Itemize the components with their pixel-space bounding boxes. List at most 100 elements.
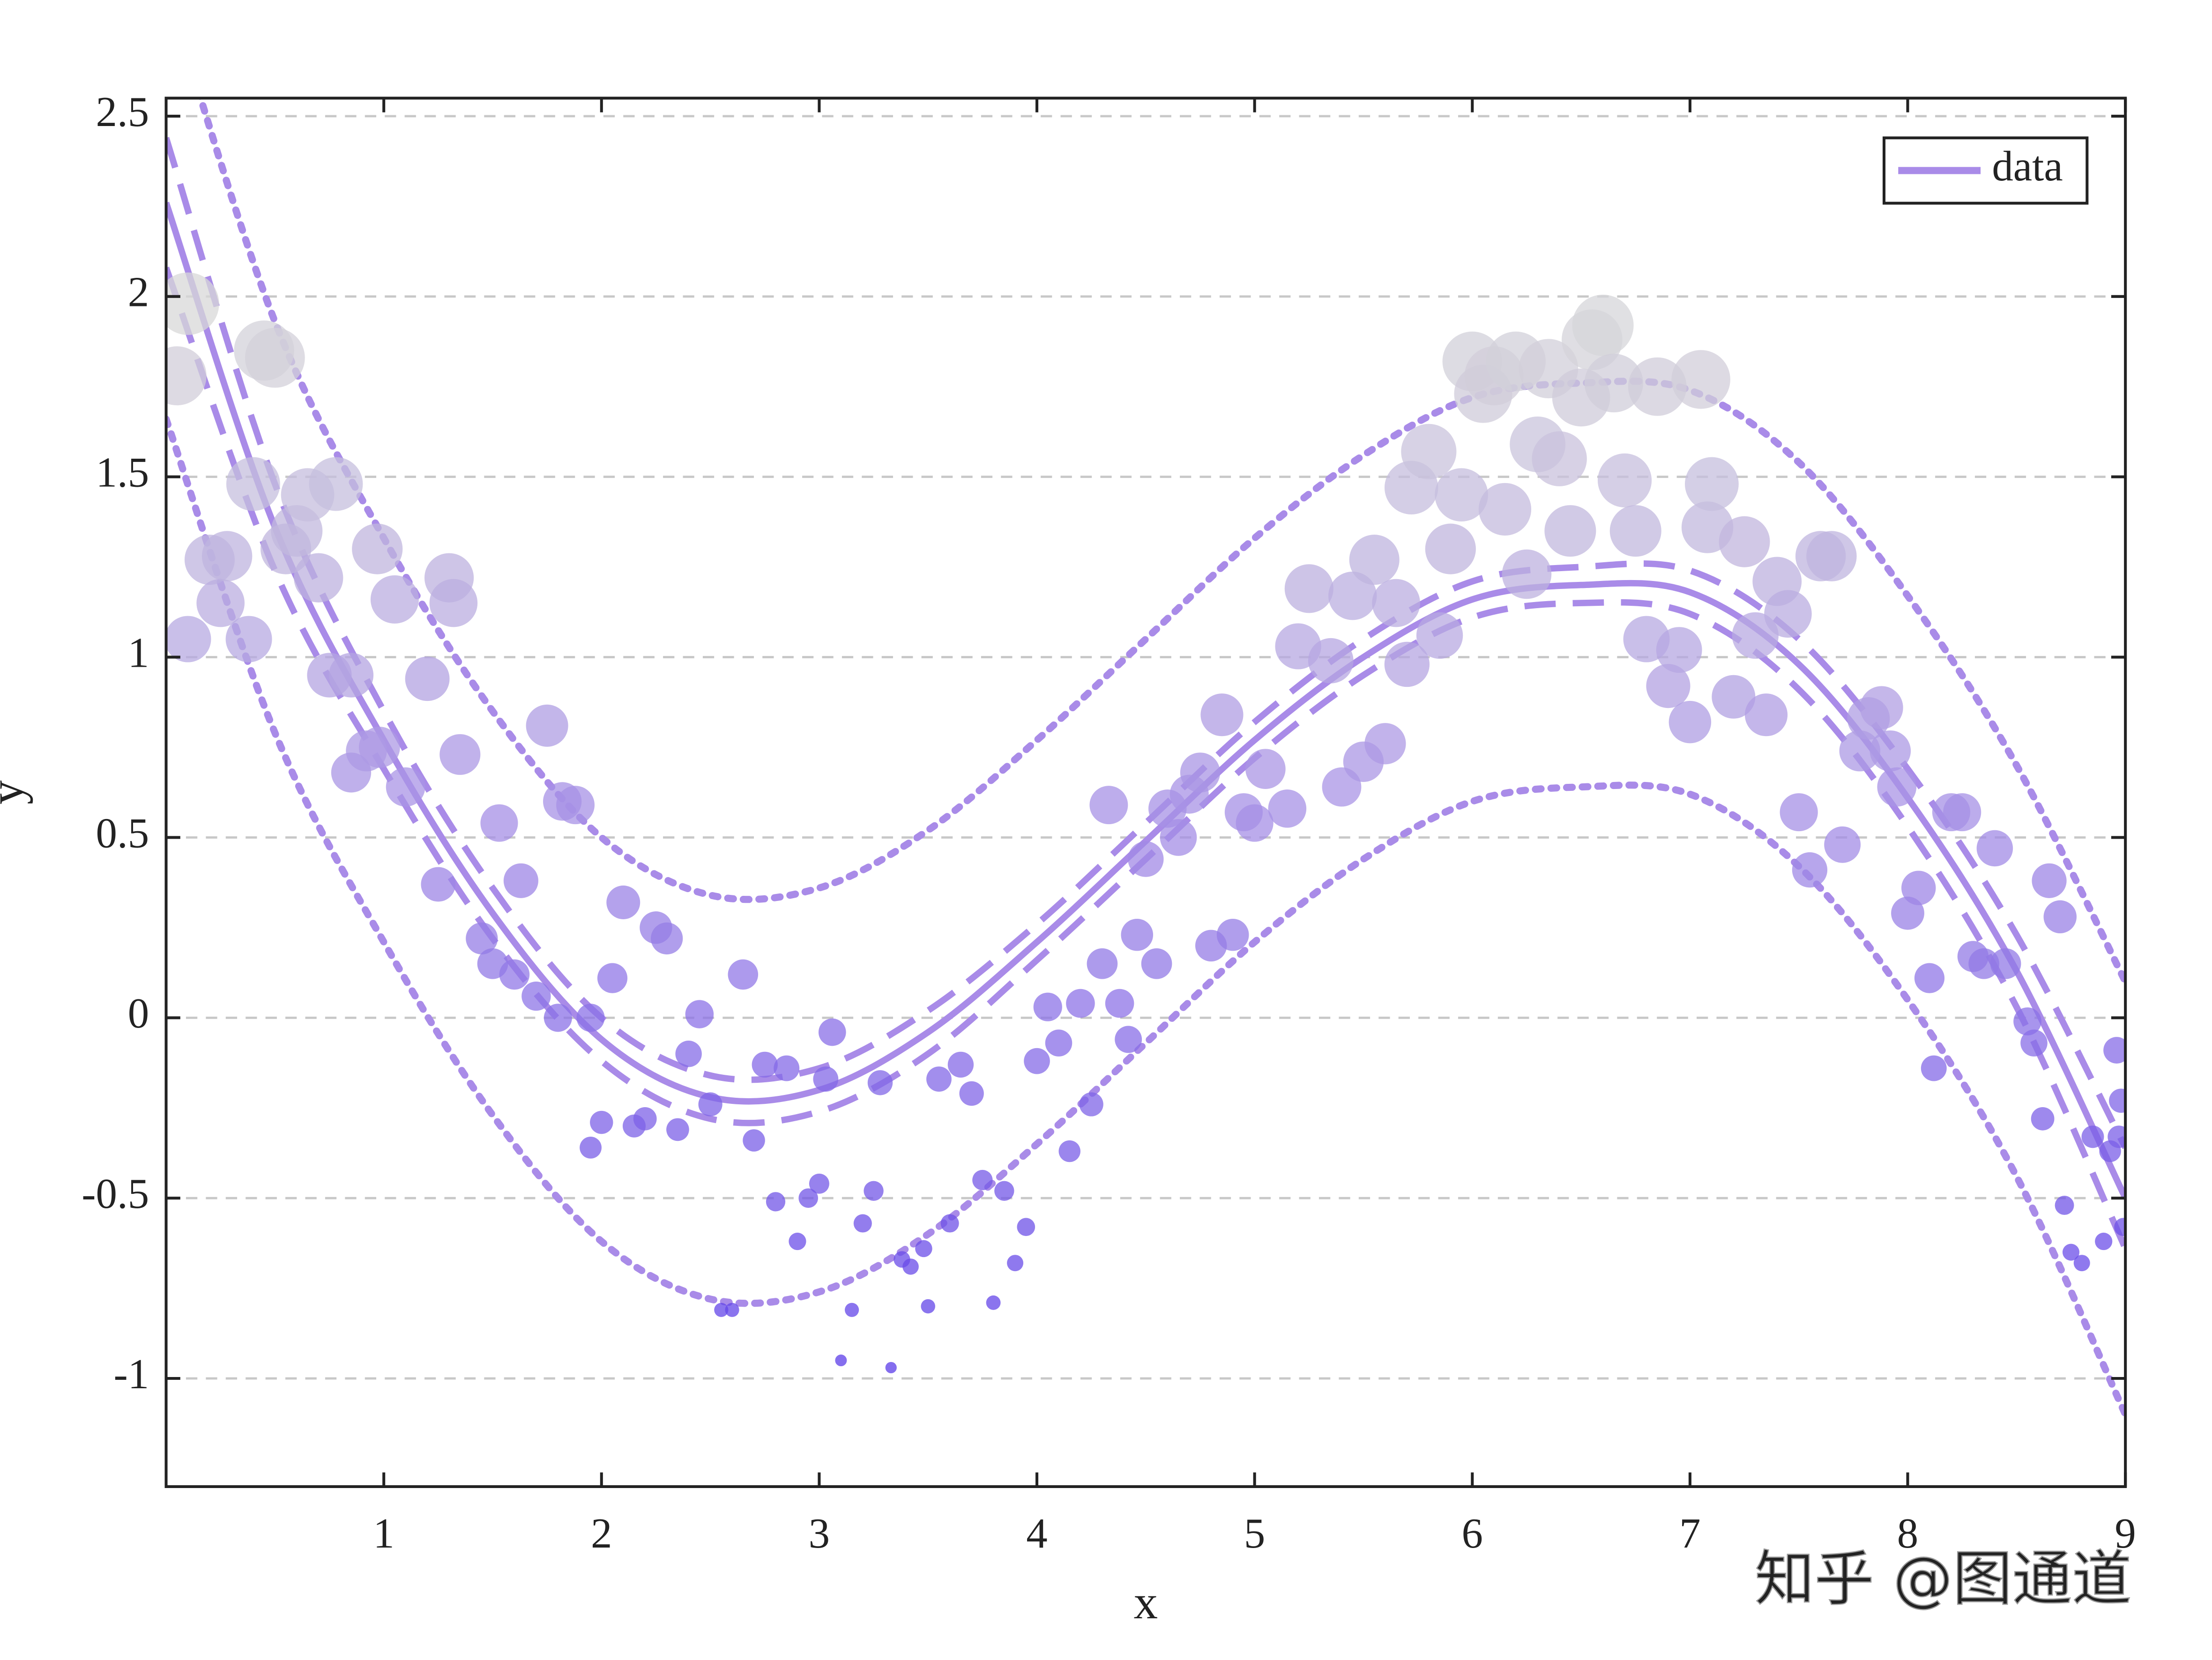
x-tick-label: 6 xyxy=(1462,1510,1483,1557)
point xyxy=(1121,918,1154,951)
point xyxy=(421,867,456,902)
y-tick-label: 0 xyxy=(128,990,149,1037)
fit-line-dashed xyxy=(166,137,2126,1149)
point xyxy=(1668,700,1712,744)
point xyxy=(2062,1243,2080,1261)
point xyxy=(597,963,628,993)
point xyxy=(2031,1107,2055,1131)
y-tick-label: 2.5 xyxy=(96,88,149,135)
point xyxy=(1901,871,1936,905)
point xyxy=(521,981,551,1011)
point xyxy=(2055,1196,2074,1215)
point xyxy=(1532,431,1587,486)
point xyxy=(1007,1255,1024,1272)
point xyxy=(480,804,518,842)
point xyxy=(1401,424,1457,479)
point xyxy=(1921,1055,1947,1081)
watermark: 知乎 @图通道 xyxy=(1755,1545,2131,1614)
point xyxy=(1236,804,1274,842)
point xyxy=(386,767,425,807)
point xyxy=(1646,664,1691,708)
point xyxy=(580,1136,602,1159)
x-tick-label: 4 xyxy=(1026,1510,1047,1557)
point xyxy=(352,523,403,574)
fit-line-dotted xyxy=(197,98,2126,985)
point xyxy=(725,1303,739,1317)
fit-line-dashed xyxy=(166,266,2126,1250)
point xyxy=(2108,1125,2126,1148)
point xyxy=(309,457,363,511)
point xyxy=(2103,1037,2126,1064)
point xyxy=(675,1041,702,1067)
point xyxy=(429,579,478,627)
point xyxy=(728,959,759,990)
point xyxy=(1328,572,1377,620)
point xyxy=(1860,686,1903,730)
point xyxy=(1806,531,1857,581)
point xyxy=(1780,793,1818,832)
point xyxy=(1684,457,1739,511)
point xyxy=(1914,963,1945,993)
point xyxy=(201,531,253,581)
point xyxy=(1268,789,1307,828)
point xyxy=(986,1295,1001,1310)
point xyxy=(818,1018,846,1046)
x-tick-label: 2 xyxy=(591,1510,612,1557)
point xyxy=(809,1173,829,1194)
point xyxy=(1284,564,1333,613)
x-tick-label: 9 xyxy=(2115,1510,2136,1557)
point xyxy=(835,1355,847,1367)
point xyxy=(940,1214,959,1233)
point xyxy=(2114,1218,2126,1236)
point xyxy=(196,579,245,627)
fit-line-dotted xyxy=(166,415,2126,1418)
point xyxy=(685,1000,714,1028)
point xyxy=(1584,353,1643,413)
point xyxy=(698,1092,722,1117)
point xyxy=(1719,516,1770,567)
point xyxy=(2095,1232,2113,1251)
point xyxy=(1066,989,1095,1018)
point xyxy=(902,1258,919,1275)
y-tick-label: -0.5 xyxy=(82,1170,149,1217)
axes: -1 -0.5 0 0.5 1 1.5 2 2.5 1 2 3 4 5 6 7 8 9 xyxy=(82,88,2136,1557)
point xyxy=(789,1232,806,1251)
point xyxy=(2081,1125,2104,1148)
point xyxy=(1141,948,1172,979)
point xyxy=(1033,992,1062,1021)
point xyxy=(714,1303,729,1317)
point xyxy=(845,1303,859,1317)
point xyxy=(1372,579,1420,627)
point xyxy=(915,1240,932,1258)
point xyxy=(1089,786,1128,825)
point xyxy=(959,1081,984,1106)
point xyxy=(1308,638,1354,684)
point xyxy=(226,457,280,511)
point xyxy=(885,1362,897,1374)
point xyxy=(1544,505,1596,557)
point xyxy=(606,885,641,919)
point xyxy=(798,1188,818,1208)
point xyxy=(1435,468,1488,522)
point xyxy=(526,704,568,747)
point xyxy=(1792,852,1828,888)
point xyxy=(1597,453,1652,507)
point xyxy=(1128,841,1164,877)
point xyxy=(503,863,538,898)
point xyxy=(556,786,595,825)
point xyxy=(1656,627,1702,673)
plot-frame xyxy=(164,97,2127,1488)
point xyxy=(225,616,272,663)
legend: data xyxy=(1883,136,2089,205)
point xyxy=(405,656,450,701)
point xyxy=(294,553,343,603)
point xyxy=(2020,1029,2048,1057)
y-axis-label: y xyxy=(0,780,33,804)
point xyxy=(1384,641,1430,687)
point xyxy=(633,1107,657,1131)
point xyxy=(972,1169,993,1191)
point xyxy=(1764,590,1812,638)
point xyxy=(666,1118,689,1141)
point xyxy=(853,1214,872,1233)
point xyxy=(466,922,498,955)
